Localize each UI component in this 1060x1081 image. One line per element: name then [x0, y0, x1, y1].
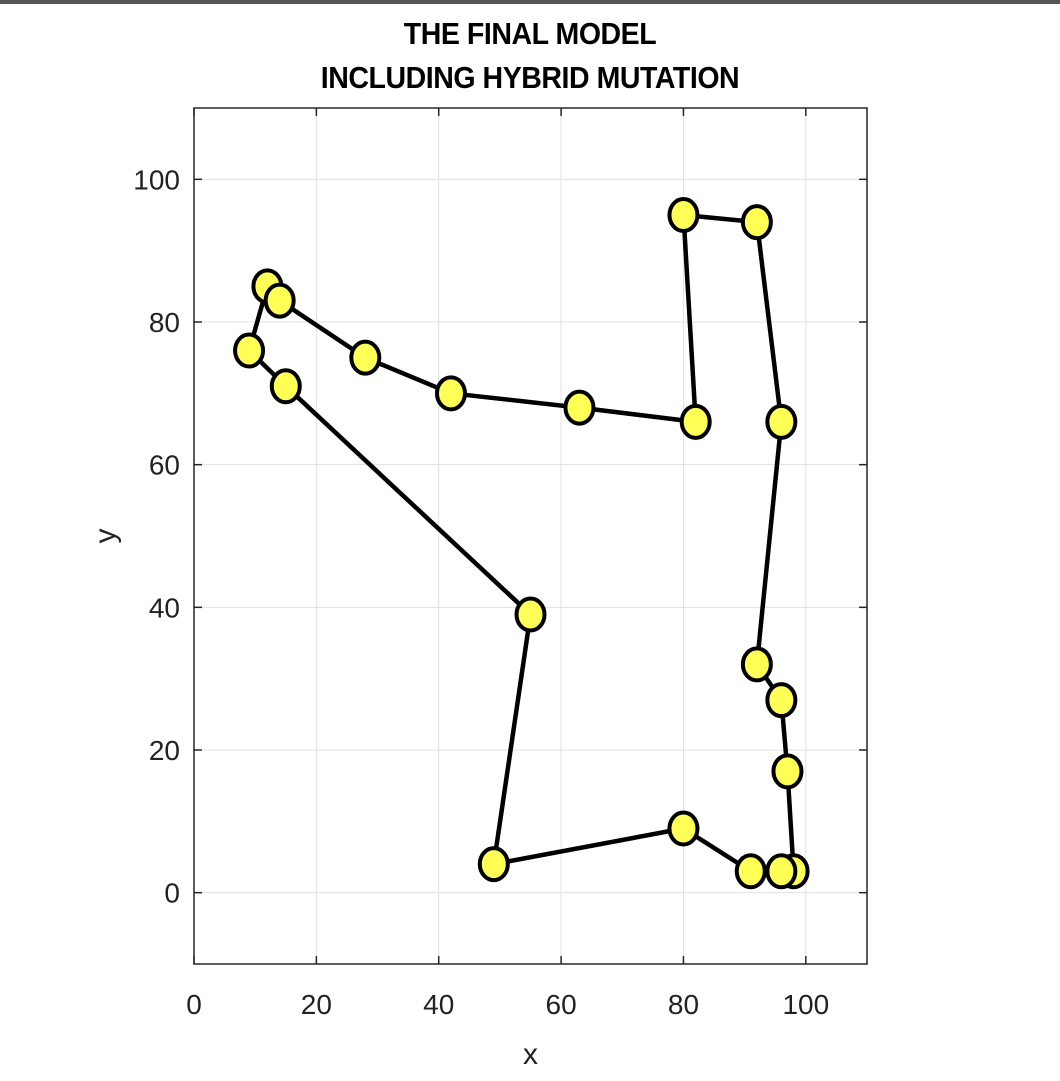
x-axis-label: x	[523, 1038, 538, 1071]
data-point	[563, 389, 596, 426]
y-tick-label: 60	[149, 450, 180, 481]
window-top-border	[0, 0, 1060, 4]
data-point	[514, 596, 547, 633]
y-tick-label: 0	[164, 878, 180, 909]
y-axis-label: y	[89, 529, 122, 544]
x-tick-label: 100	[782, 989, 829, 1020]
data-point	[734, 853, 767, 890]
data-point	[740, 204, 773, 241]
data-point	[667, 197, 700, 233]
data-point	[765, 682, 798, 719]
x-tick-label: 40	[423, 989, 454, 1020]
data-point	[771, 753, 804, 790]
chart-title-line-1: THE FINAL MODEL	[403, 16, 657, 51]
data-points	[233, 197, 810, 890]
axes-box	[193, 107, 868, 965]
data-point	[434, 375, 467, 412]
axis-ticks: 0 20 40 60 80 100 0 20 40 60 80 100	[133, 108, 867, 1020]
data-point	[679, 403, 712, 440]
y-tick-label: 80	[149, 307, 180, 338]
x-tick-label: 60	[546, 989, 577, 1020]
data-point	[740, 646, 773, 683]
route-line	[246, 212, 796, 874]
data-point	[263, 282, 296, 319]
x-tick-label: 80	[668, 989, 699, 1020]
data-point	[349, 339, 382, 376]
data-point	[477, 846, 510, 883]
y-tick-label: 20	[149, 735, 180, 766]
x-tick-label: 0	[186, 989, 202, 1020]
data-point	[765, 403, 798, 440]
x-tick-label: 20	[301, 989, 332, 1020]
chart-title-line-2: INCLUDING HYBRID MUTATION	[320, 60, 740, 95]
data-point	[269, 368, 302, 405]
data-point	[765, 853, 798, 890]
y-tick-label: 40	[149, 592, 180, 623]
data-point	[233, 332, 266, 369]
data-point	[667, 810, 700, 847]
y-tick-label: 100	[133, 164, 180, 195]
